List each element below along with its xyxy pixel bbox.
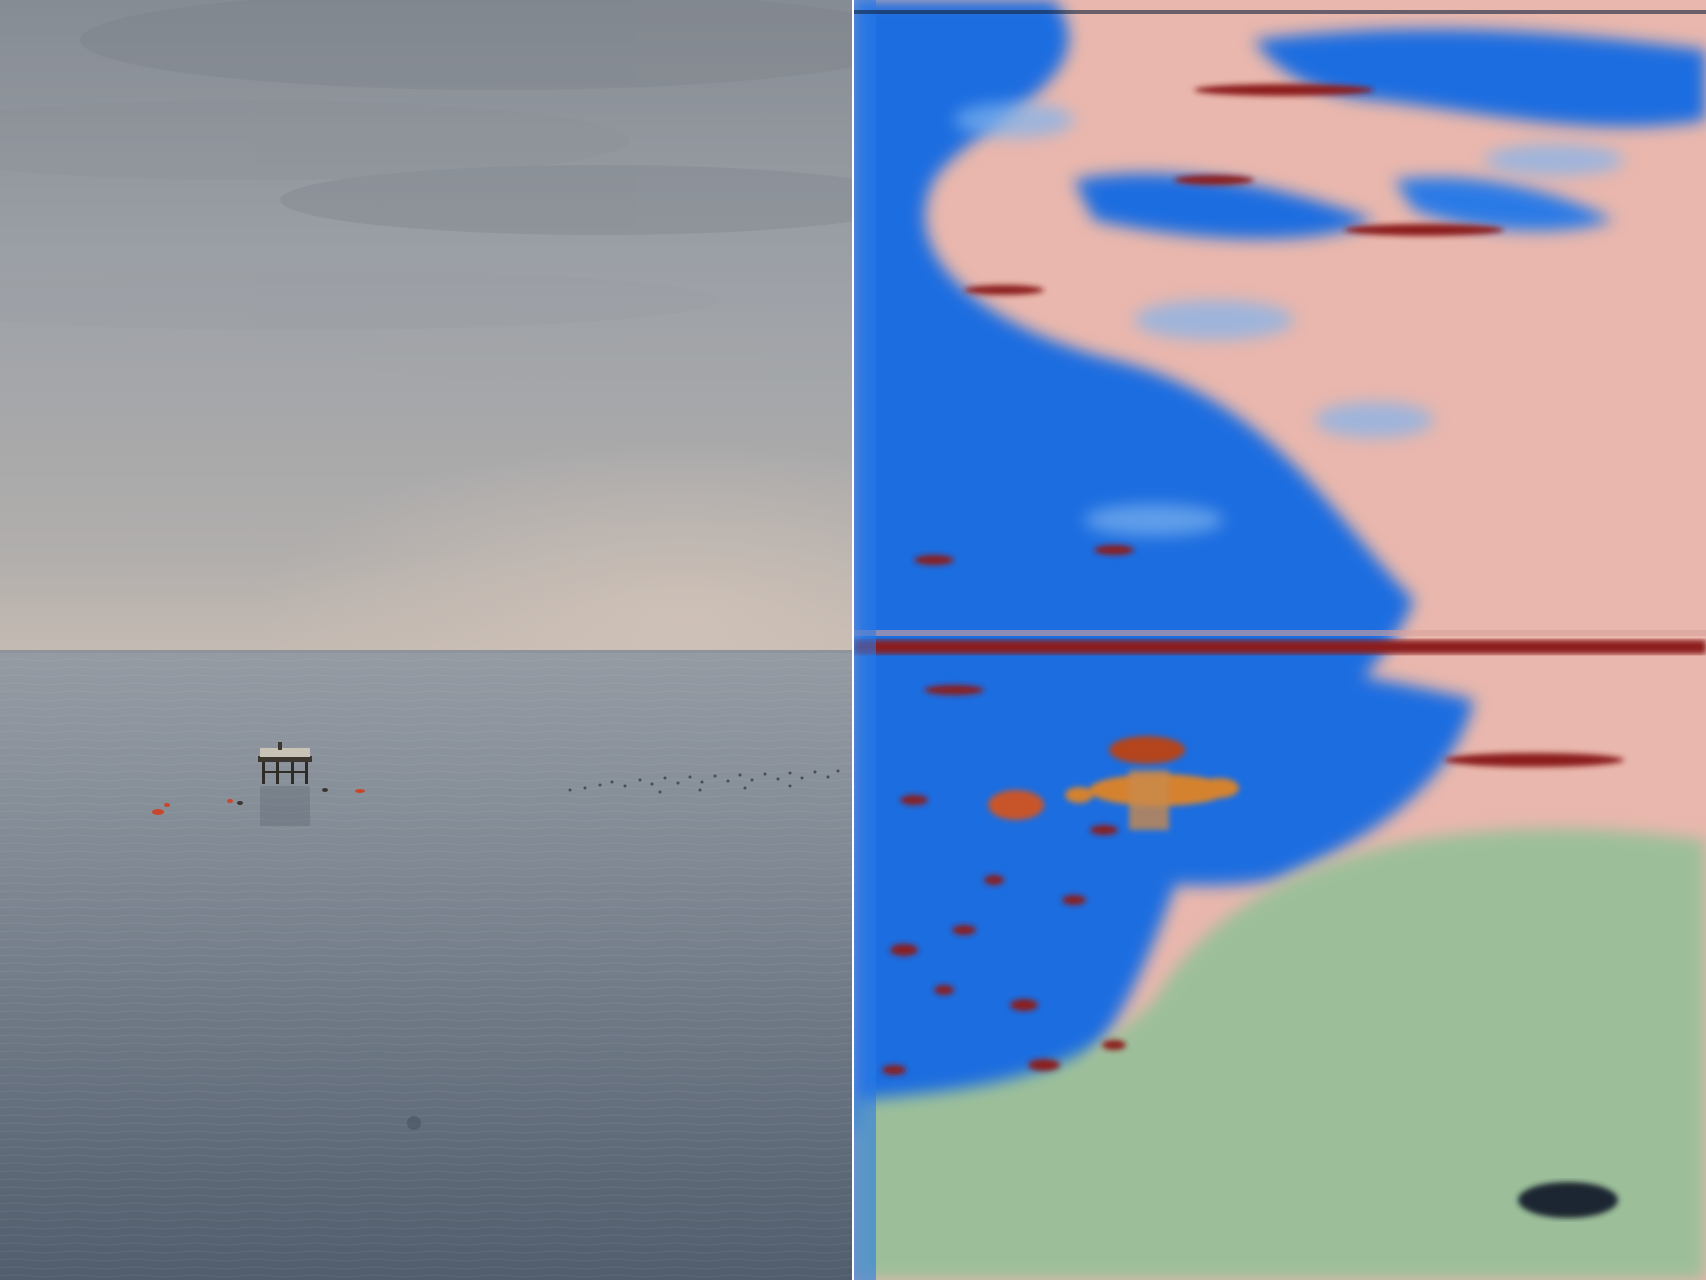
red-dots bbox=[882, 795, 1126, 1075]
blue-region bbox=[854, 0, 1706, 1130]
dark-spot bbox=[1518, 1182, 1618, 1218]
water-spot bbox=[407, 1116, 421, 1130]
left-photo-panel bbox=[0, 0, 852, 1280]
platform-blob bbox=[988, 736, 1239, 830]
cloud-bands bbox=[0, 0, 852, 385]
horizon-band bbox=[854, 640, 1706, 654]
horizon bbox=[0, 650, 852, 653]
light-blue-speckle bbox=[954, 102, 1624, 536]
offshore-platform-icon bbox=[258, 742, 312, 826]
edge-artifact bbox=[854, 0, 876, 1280]
panel-divider bbox=[852, 0, 854, 1280]
colormap-image bbox=[854, 0, 1706, 1280]
red-streaks bbox=[914, 84, 1624, 767]
green-region bbox=[854, 828, 1706, 1280]
buoy-icon bbox=[152, 788, 365, 815]
right-colormap-panel bbox=[854, 0, 1706, 1280]
bird-flock-icon bbox=[568, 769, 840, 794]
sea-photo bbox=[0, 0, 852, 1280]
